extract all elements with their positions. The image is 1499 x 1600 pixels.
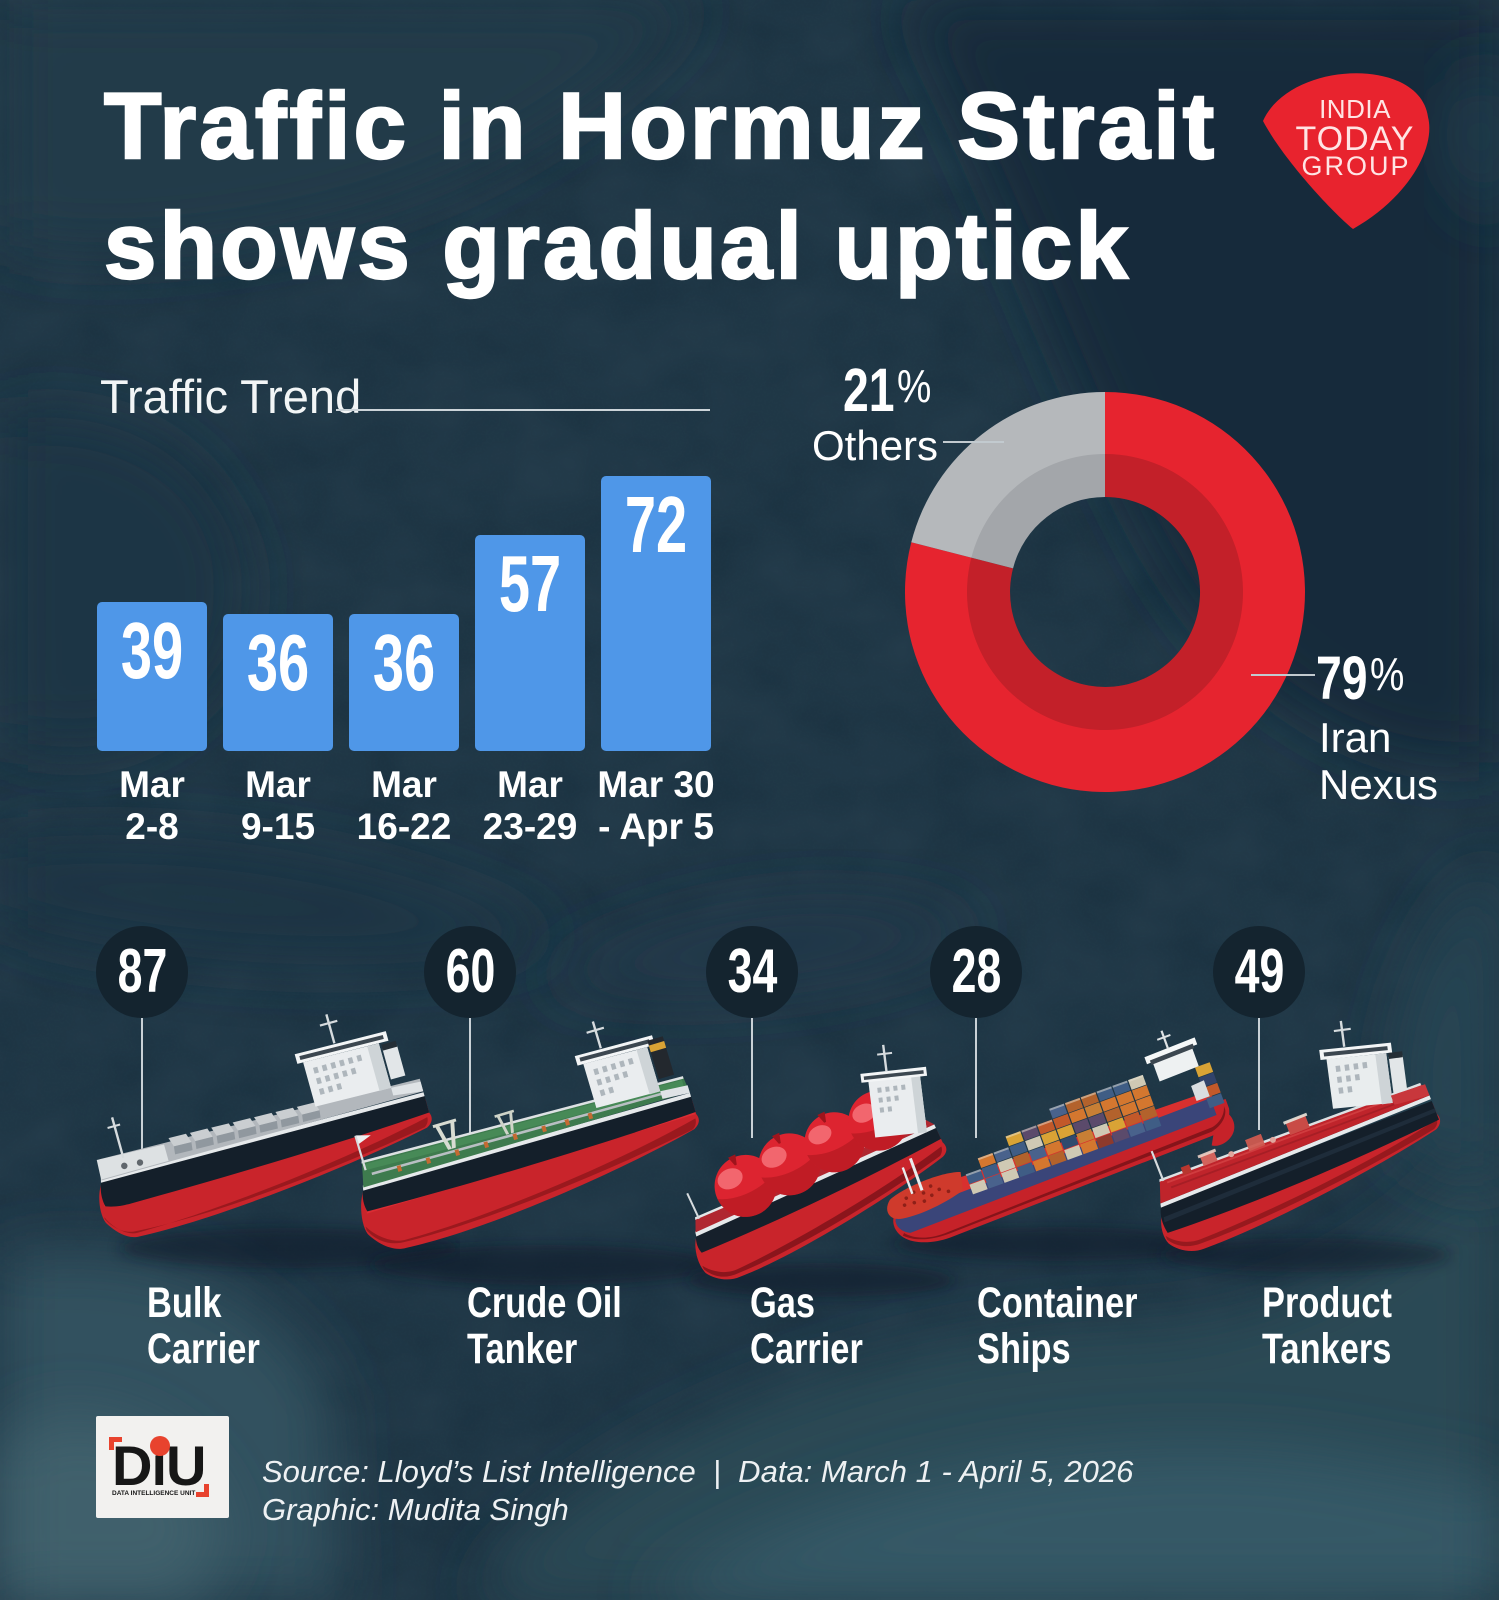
svg-text:TODAY: TODAY xyxy=(1296,120,1415,158)
svg-text:DATA INTELLIGENCE UNIT: DATA INTELLIGENCE UNIT xyxy=(112,1490,195,1497)
svg-text:INDIA: INDIA xyxy=(1319,94,1391,124)
svg-text:GROUP: GROUP xyxy=(1301,151,1410,181)
